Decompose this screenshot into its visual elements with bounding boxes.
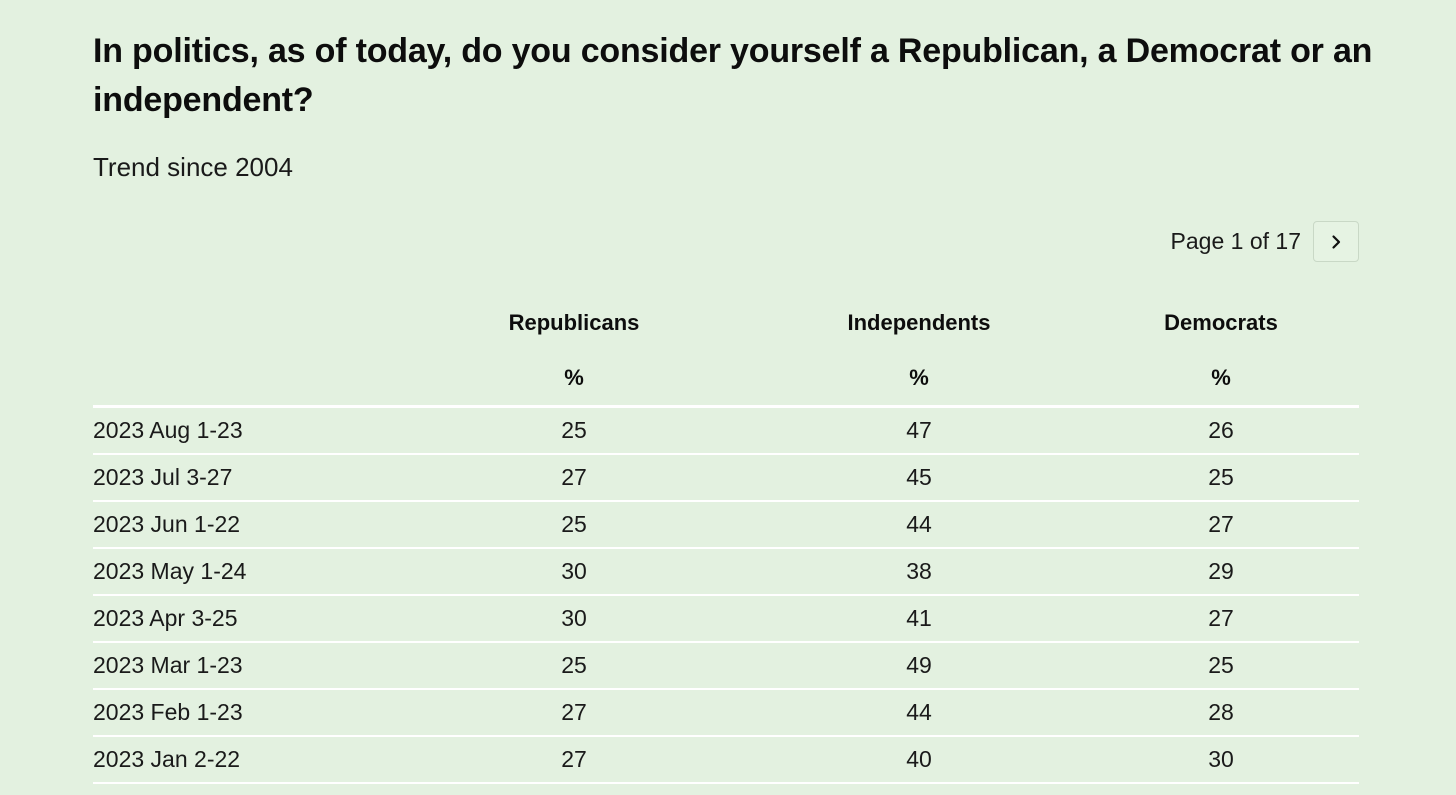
row-independents: 44: [755, 501, 1083, 549]
column-header-democrats: Democrats: [1164, 310, 1278, 335]
row-republicans: 25: [393, 406, 755, 455]
row-date: 2023 Apr 3-25: [93, 595, 393, 643]
table-row: 2023 Jul 3-27 27 45 25: [93, 454, 1359, 502]
row-republicans: 25: [393, 642, 755, 690]
row-date: 2023 Jul 3-27: [93, 454, 393, 502]
next-page-button[interactable]: [1313, 221, 1359, 262]
row-independents: 44: [755, 689, 1083, 737]
table-row: 2023 Feb 1-23 27 44 28: [93, 689, 1359, 737]
row-democrats: 25: [1083, 642, 1359, 690]
table-header-row: Republicans Independents Democrats: [93, 296, 1359, 350]
page-title: In politics, as of today, do you conside…: [93, 32, 1373, 119]
row-independents: 49: [755, 642, 1083, 690]
row-republicans: 30: [393, 595, 755, 643]
chevron-right-icon: [1332, 234, 1341, 249]
row-date: 2023 Jun 1-22: [93, 501, 393, 549]
column-header-independents: Independents: [847, 310, 991, 335]
row-independents: 38: [755, 548, 1083, 596]
row-republicans: 27: [393, 454, 755, 502]
row-independents: 45: [755, 454, 1083, 502]
column-header-date: [93, 296, 393, 350]
unit-cell-republicans: %: [393, 350, 755, 408]
table-row: 2023 Jan 2-22 27 40 30: [93, 736, 1359, 784]
row-date: 2023 Aug 1-23: [93, 406, 393, 455]
row-date: 2023 Mar 1-23: [93, 642, 393, 690]
row-republicans: 30: [393, 548, 755, 596]
row-independents: 41: [755, 595, 1083, 643]
row-democrats: 28: [1083, 689, 1359, 737]
row-independents: 40: [755, 736, 1083, 784]
trend-table-container: Republicans Independents Democrats % % %…: [93, 296, 1359, 784]
row-republicans: 25: [393, 501, 755, 549]
row-democrats: 26: [1083, 406, 1359, 455]
table-unit-row: % % %: [93, 350, 1359, 408]
table-row: 2023 May 1-24 30 38 29: [93, 548, 1359, 596]
pagination: Page 1 of 17: [1171, 221, 1359, 262]
row-independents: 47: [755, 406, 1083, 455]
unit-cell-independents: %: [755, 350, 1083, 408]
table-row: 2023 Mar 1-23 25 49 25: [93, 642, 1359, 690]
row-democrats: 25: [1083, 454, 1359, 502]
trend-table: Republicans Independents Democrats % % %…: [93, 296, 1359, 784]
row-date: 2023 Feb 1-23: [93, 689, 393, 737]
row-democrats: 27: [1083, 595, 1359, 643]
row-date: 2023 Jan 2-22: [93, 736, 393, 784]
page-indicator: Page 1 of 17: [1170, 228, 1301, 254]
row-republicans: 27: [393, 689, 755, 737]
table-row: 2023 Apr 3-25 30 41 27: [93, 595, 1359, 643]
unit-cell-democrats: %: [1083, 350, 1359, 408]
row-date: 2023 May 1-24: [93, 548, 393, 596]
table-row: 2023 Jun 1-22 25 44 27: [93, 501, 1359, 549]
page-subtitle: Trend since 2004: [93, 152, 293, 182]
row-republicans: 27: [393, 736, 755, 784]
row-democrats: 29: [1083, 548, 1359, 596]
unit-cell-date: [93, 350, 393, 408]
row-democrats: 27: [1083, 501, 1359, 549]
row-democrats: 30: [1083, 736, 1359, 784]
table-row: 2023 Aug 1-23 25 47 26: [93, 406, 1359, 455]
column-header-republicans: Republicans: [508, 310, 640, 335]
